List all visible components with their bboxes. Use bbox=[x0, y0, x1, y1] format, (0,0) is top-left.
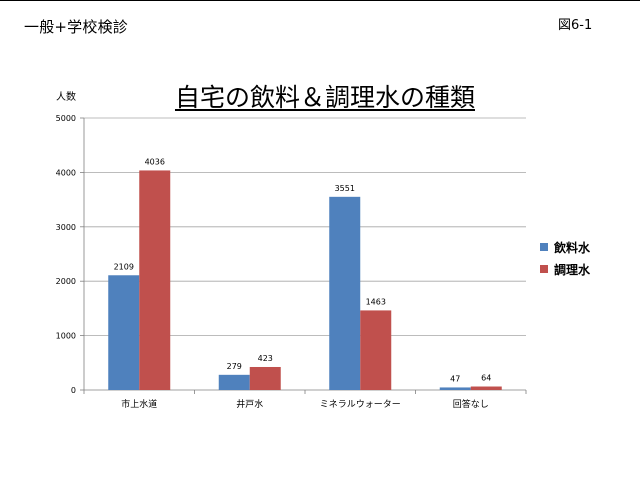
chart-legend: 飲料水 調理水 bbox=[540, 236, 590, 280]
legend-swatch-drinking-water bbox=[540, 243, 548, 251]
data-label: 423 bbox=[258, 354, 273, 363]
top-rule bbox=[0, 0, 640, 1]
slide-subject-title: 一般+学校検診 bbox=[24, 18, 128, 36]
category-label: 市上水道 bbox=[121, 398, 157, 410]
legend-label-drinking-water: 飲料水 bbox=[554, 240, 591, 255]
chart-title: 自宅の飲料＆調理水の種類 bbox=[174, 83, 475, 112]
bar bbox=[329, 196, 361, 390]
bar bbox=[360, 310, 392, 390]
y-tick-label: 5000 bbox=[56, 114, 76, 123]
data-label: 3551 bbox=[335, 184, 355, 193]
legend-label-cooking-water: 調理水 bbox=[554, 262, 591, 277]
category-label: 回答なし bbox=[453, 398, 489, 410]
y-tick-label: 4000 bbox=[56, 168, 76, 177]
category-label: 井戸水 bbox=[236, 398, 263, 410]
y-tick-label: 2000 bbox=[56, 277, 76, 286]
data-label: 47 bbox=[450, 374, 460, 383]
bar bbox=[470, 386, 502, 390]
bar bbox=[139, 170, 171, 390]
y-axis-label: 人数 bbox=[56, 92, 76, 103]
data-label: 4036 bbox=[145, 157, 165, 166]
data-label: 2109 bbox=[114, 262, 134, 271]
y-tick-label: 3000 bbox=[56, 223, 76, 232]
figure-number-label: 図6-1 bbox=[558, 18, 593, 33]
y-tick-label: 1000 bbox=[56, 332, 76, 341]
legend-item-cooking-water: 調理水 bbox=[540, 258, 590, 280]
data-label: 1463 bbox=[366, 297, 386, 306]
bar bbox=[249, 366, 281, 390]
category-label: ミネラルウォーター bbox=[320, 399, 401, 410]
legend-swatch-cooking-water bbox=[540, 265, 548, 273]
bar bbox=[218, 374, 250, 390]
bar bbox=[439, 387, 471, 390]
data-label: 279 bbox=[227, 362, 242, 371]
data-label: 64 bbox=[481, 374, 491, 383]
legend-item-drinking-water: 飲料水 bbox=[540, 236, 590, 258]
y-tick-label: 0 bbox=[71, 386, 76, 395]
bar bbox=[108, 275, 140, 390]
